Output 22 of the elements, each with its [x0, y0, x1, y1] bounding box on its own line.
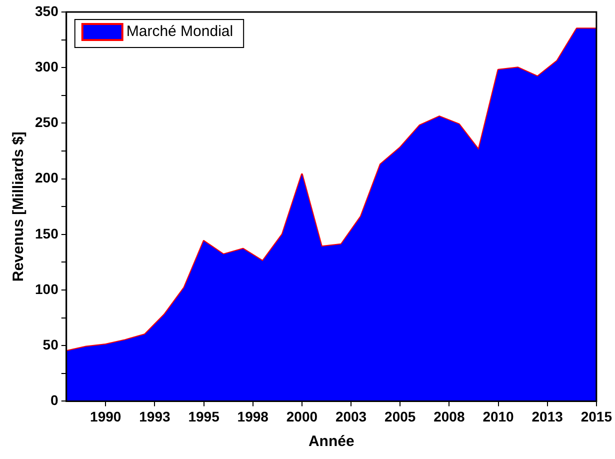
- y-tick-label: 100: [35, 280, 59, 297]
- x-tick-label: 1990: [90, 408, 122, 424]
- x-tick-label: 1993: [139, 408, 170, 424]
- y-axis-title: Revenus [Milliards $]: [10, 132, 28, 282]
- y-tick-label: 50: [42, 336, 59, 352]
- x-axis-title: Année: [308, 433, 354, 450]
- y-tick-label: 300: [35, 58, 59, 74]
- y-tick-label: 350: [35, 2, 59, 19]
- x-tick-label: 1998: [237, 408, 269, 424]
- x-tick-label: 2000: [286, 408, 318, 424]
- legend-label: Marché Mondial: [126, 23, 234, 40]
- y-tick-label: 0: [50, 392, 59, 408]
- x-tick-label: 2003: [335, 408, 367, 424]
- y-tick-label: 200: [35, 170, 59, 186]
- x-tick-label: 2013: [532, 408, 564, 424]
- y-tick-label: 150: [35, 225, 59, 242]
- x-tick-label: 1995: [188, 408, 220, 424]
- y-tick-label: 250: [35, 114, 59, 130]
- x-tick-label: 2010: [482, 408, 514, 424]
- x-tick-label: 2008: [434, 408, 465, 424]
- x-tick-label: 2015: [580, 408, 612, 424]
- x-tick-label: 2005: [384, 408, 416, 424]
